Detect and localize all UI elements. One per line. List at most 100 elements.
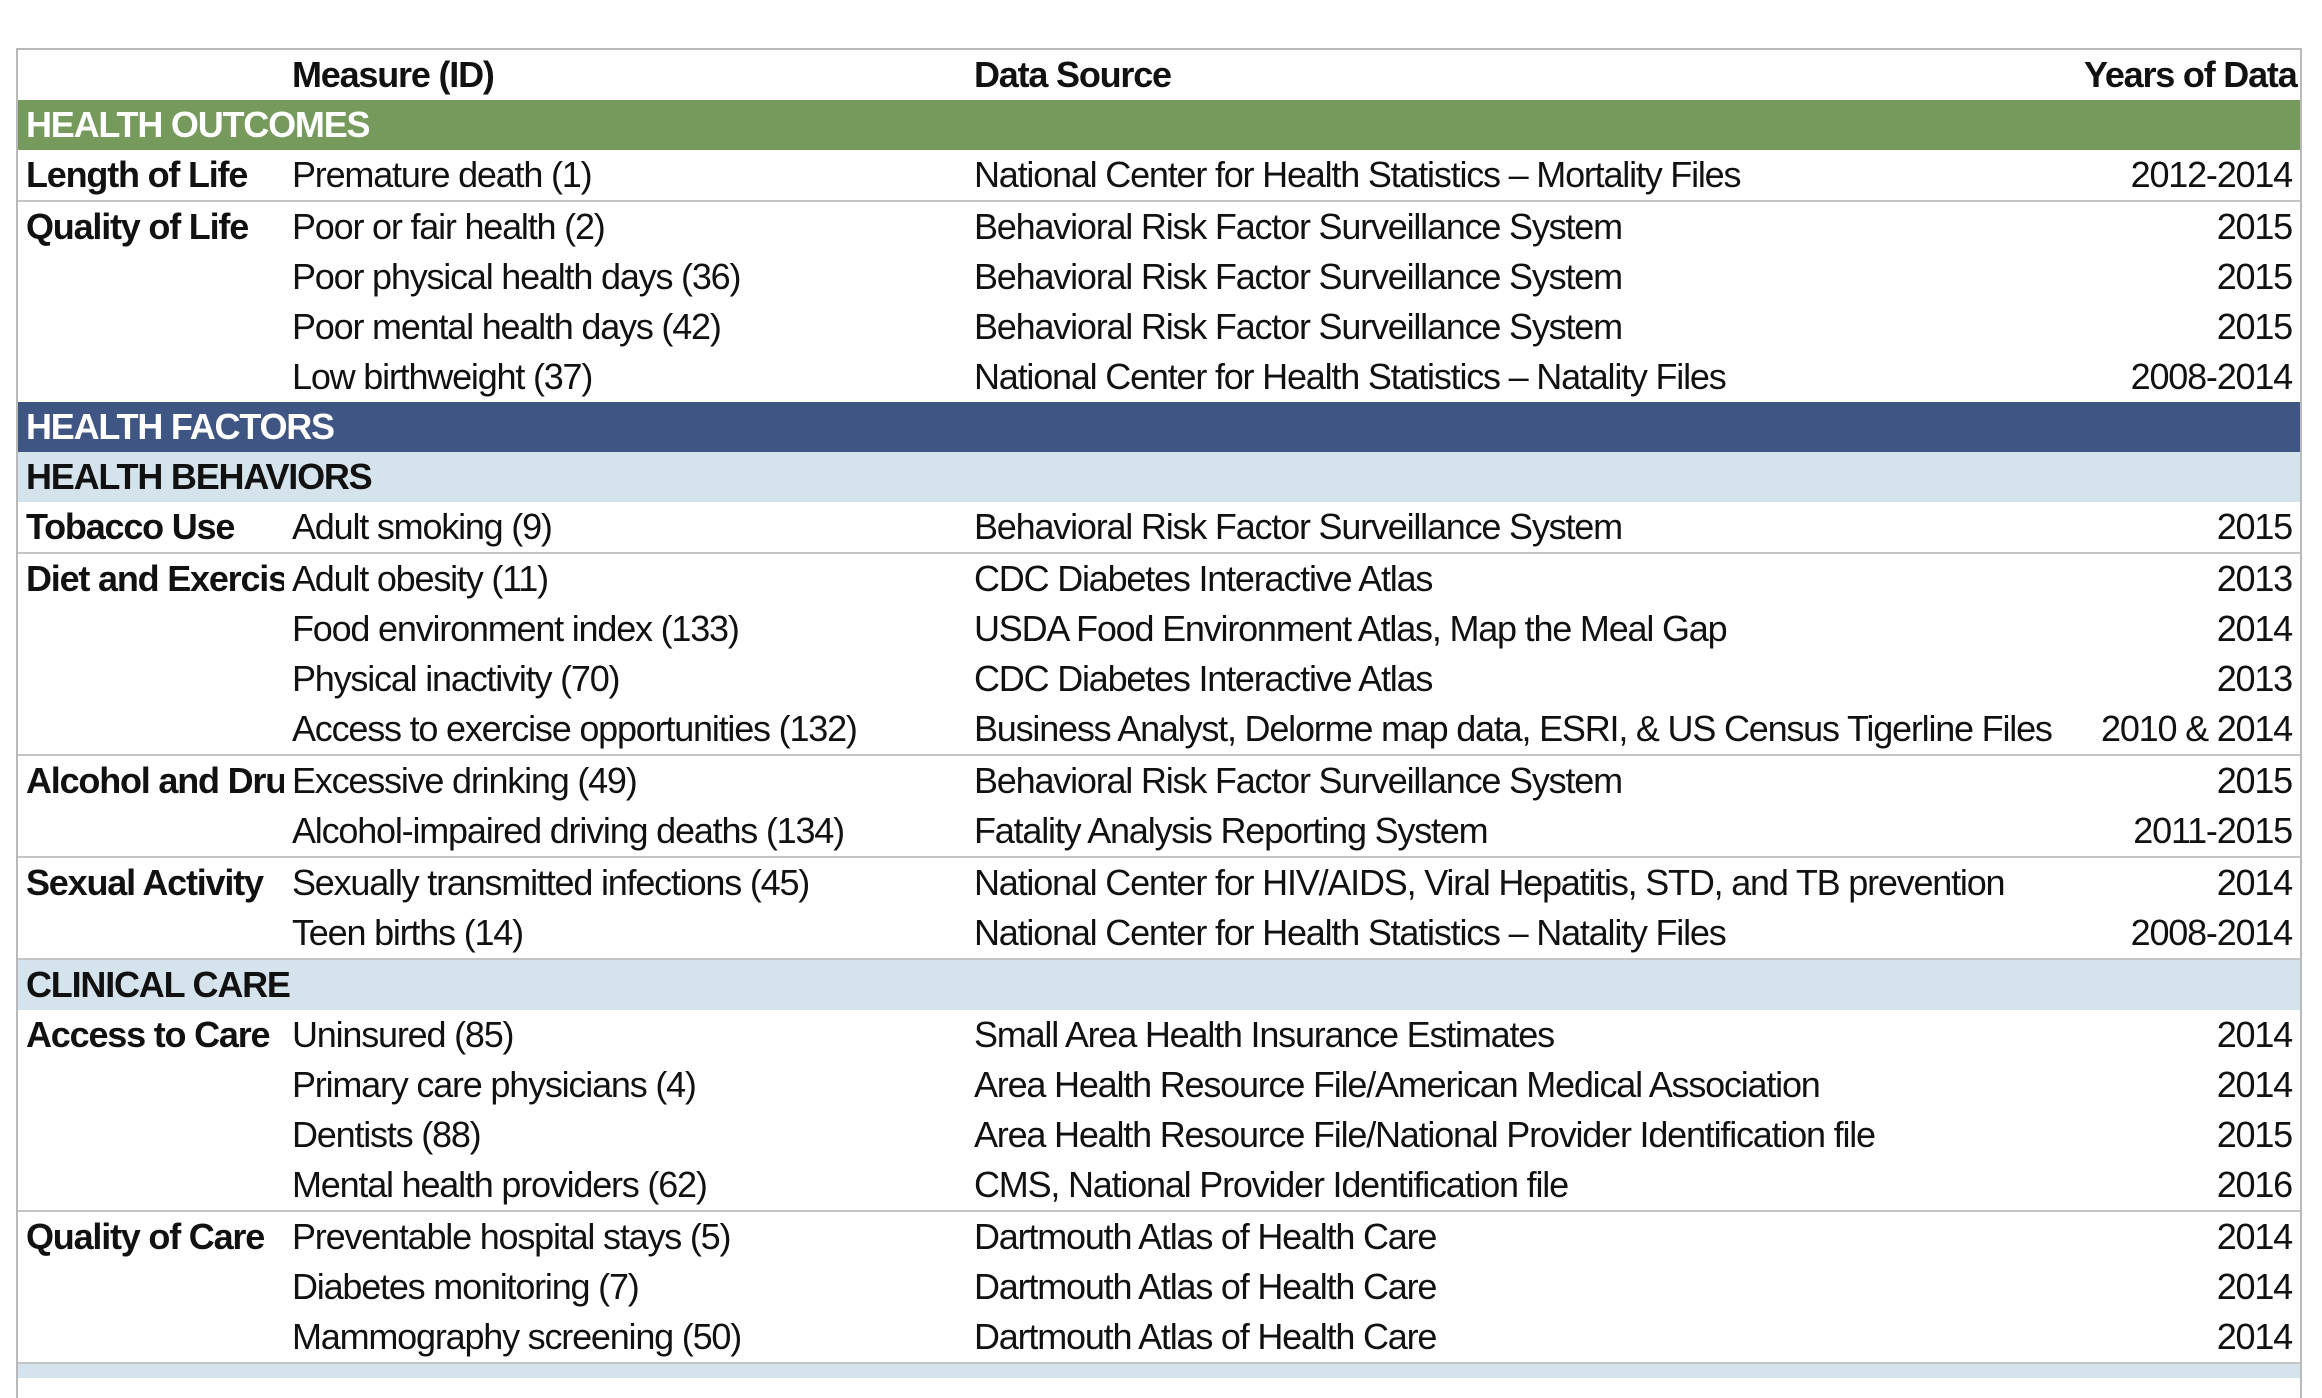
source-cell: CDC Diabetes Interactive Atlas: [974, 658, 1433, 699]
measure-cell: Access to exercise opportunities (132): [292, 708, 858, 749]
source-cell: Area Health Resource File/American Medic…: [974, 1064, 1821, 1105]
category-cell: Tobacco Use: [26, 506, 235, 547]
source-cell: Business Analyst, Delorme map data, ESRI…: [974, 708, 2053, 749]
source-cell: Dartmouth Atlas of Health Care: [974, 1266, 1437, 1307]
source-cell: National Center for Health Statistics – …: [974, 154, 1742, 195]
years-cell: 2014: [2076, 1210, 2300, 1262]
table-row: Tobacco Use Adult smoking (9) Behavioral…: [18, 502, 2300, 553]
source-cell: Small Area Health Insurance Estimates: [974, 1014, 1555, 1055]
source-cell: Fatality Analysis Reporting System: [974, 810, 1489, 851]
source-cell: Dartmouth Atlas of Health Care: [974, 1316, 1437, 1357]
years-cell: 2015: [2076, 754, 2300, 806]
measure-cell: Sexually transmitted infections (45): [284, 856, 966, 908]
source-cell: Behavioral Risk Factor Surveillance Syst…: [974, 306, 1623, 347]
table-row: Access to Care Uninsured (85) Small Area…: [18, 1010, 2300, 1060]
source-cell: National Center for Health Statistics – …: [974, 912, 1727, 953]
table-row: Access to exercise opportunities (132) B…: [18, 704, 2300, 755]
years-cell: 2014: [2216, 1316, 2293, 1357]
table-row: Alcohol-impaired driving deaths (134) Fa…: [18, 806, 2300, 857]
table-row: Alcohol and Drug Use Excessive drinking …: [18, 754, 2300, 857]
years-cell: 2015: [2216, 306, 2293, 347]
section-title: CLINICAL CARE: [18, 958, 2300, 1010]
measure-cell: Premature death (1): [292, 154, 593, 195]
category-cell: Quality of Care: [18, 1210, 284, 1363]
measure-cell: Poor mental health days (42): [292, 306, 722, 347]
table-row: Primary care physicians (4) Area Health …: [18, 1060, 2300, 1110]
header-measure: Measure (ID): [292, 54, 495, 95]
source-cell: Area Health Resource File/National Provi…: [974, 1114, 1876, 1155]
section-title: HEALTH OUTCOMES: [18, 100, 2300, 150]
table-row: Diabetes monitoring (7) Dartmouth Atlas …: [18, 1262, 2300, 1312]
measure-cell: Food environment index (133): [292, 608, 740, 649]
years-cell: 2010 & 2014: [2101, 708, 2293, 749]
measure-cell: Alcohol-impaired driving deaths (134): [292, 810, 845, 851]
section-health-factors: HEALTH FACTORS: [18, 402, 2300, 452]
table-row: Mental health providers (62) CMS, Nation…: [18, 1160, 2300, 1211]
table-row: Quality of Life Poor or fair health (2) …: [18, 200, 2300, 402]
header-years: Years of Data: [2084, 54, 2298, 95]
header-category: [18, 50, 284, 100]
table-row: Length of Life Premature death (1) Natio…: [18, 150, 2300, 201]
measure-cell: Poor physical health days (36): [292, 256, 741, 297]
years-cell: 2014: [2216, 1064, 2293, 1105]
section-title: HEALTH BEHAVIORS: [18, 452, 2300, 502]
source-cell: CMS, National Provider Identification fi…: [974, 1164, 1569, 1205]
table-row: Quality of Care Preventable hospital sta…: [18, 1210, 2300, 1363]
years-cell: 2015: [2216, 256, 2293, 297]
next-section-band-cell: [18, 1362, 2300, 1378]
source-cell: CDC Diabetes Interactive Atlas: [966, 552, 2076, 604]
category-cell: Alcohol and Drug Use: [18, 754, 284, 857]
years-cell: 2011-2015: [2133, 810, 2293, 851]
measures-table: Measure (ID) Data Source Years of Data H…: [18, 50, 2300, 1378]
years-cell: 2014: [2216, 1266, 2293, 1307]
header-row: Measure (ID) Data Source Years of Data: [18, 50, 2300, 100]
source-cell: National Center for HIV/AIDS, Viral Hepa…: [966, 856, 2076, 908]
source-cell: Behavioral Risk Factor Surveillance Syst…: [974, 256, 1623, 297]
next-section-band: [18, 1362, 2300, 1378]
years-cell: 2013: [2216, 658, 2293, 699]
years-cell: 2008-2014: [2130, 356, 2294, 397]
category-cell: Quality of Life: [18, 200, 284, 402]
measures-table-container: Measure (ID) Data Source Years of Data H…: [16, 48, 2302, 1398]
section-clinical-care: CLINICAL CARE: [18, 958, 2300, 1010]
category-cell: Access to Care: [26, 1014, 271, 1055]
years-cell: 2014: [2076, 856, 2300, 908]
years-cell: 2014: [2216, 608, 2293, 649]
measure-cell: Adult smoking (9): [292, 506, 553, 547]
measure-cell: Poor or fair health (2): [284, 200, 966, 252]
table-row: Physical inactivity (70) CDC Diabetes In…: [18, 654, 2300, 704]
header-source: Data Source: [974, 54, 1172, 95]
source-cell: Behavioral Risk Factor Surveillance Syst…: [966, 754, 2076, 806]
table-row: Poor mental health days (42) Behavioral …: [18, 302, 2300, 352]
measure-cell: Physical inactivity (70): [292, 658, 621, 699]
years-cell: 2015: [2216, 506, 2293, 547]
table-row: Teen births (14) National Center for Hea…: [18, 908, 2300, 959]
measure-cell: Teen births (14): [292, 912, 524, 953]
source-cell: Behavioral Risk Factor Surveillance Syst…: [974, 506, 1623, 547]
table-row: Sexual Activity Sexually transmitted inf…: [18, 856, 2300, 959]
category-cell: Sexual Activity: [18, 856, 284, 959]
section-health-behaviors: HEALTH BEHAVIORS: [18, 452, 2300, 502]
section-health-outcomes: HEALTH OUTCOMES: [18, 100, 2300, 150]
table-row: Dentists (88) Area Health Resource File/…: [18, 1110, 2300, 1160]
measure-cell: Dentists (88): [292, 1114, 482, 1155]
years-cell: 2013: [2076, 552, 2300, 604]
source-cell: USDA Food Environment Atlas, Map the Mea…: [974, 608, 1728, 649]
measure-cell: Preventable hospital stays (5): [284, 1210, 966, 1262]
table-row: Low birthweight (37) National Center for…: [18, 352, 2300, 402]
measure-cell: Excessive drinking (49): [284, 754, 966, 806]
source-cell: Dartmouth Atlas of Health Care: [966, 1210, 2076, 1262]
measure-cell: Low birthweight (37): [292, 356, 593, 397]
measure-cell: Adult obesity (11): [284, 552, 966, 604]
measure-cell: Diabetes monitoring (7): [292, 1266, 640, 1307]
years-cell: 2008-2014: [2130, 912, 2294, 953]
years-cell: 2016: [2216, 1164, 2293, 1205]
source-cell: Behavioral Risk Factor Surveillance Syst…: [966, 200, 2076, 252]
table-row: Food environment index (133) USDA Food E…: [18, 604, 2300, 654]
table-row: Diet and Exercise Adult obesity (11) CDC…: [18, 552, 2300, 755]
years-cell: 2014: [2216, 1014, 2293, 1055]
measure-cell: Primary care physicians (4): [292, 1064, 697, 1105]
years-cell: 2012-2014: [2130, 154, 2294, 195]
measure-cell: Mammography screening (50): [292, 1316, 742, 1357]
measure-cell: Mental health providers (62): [292, 1164, 708, 1205]
